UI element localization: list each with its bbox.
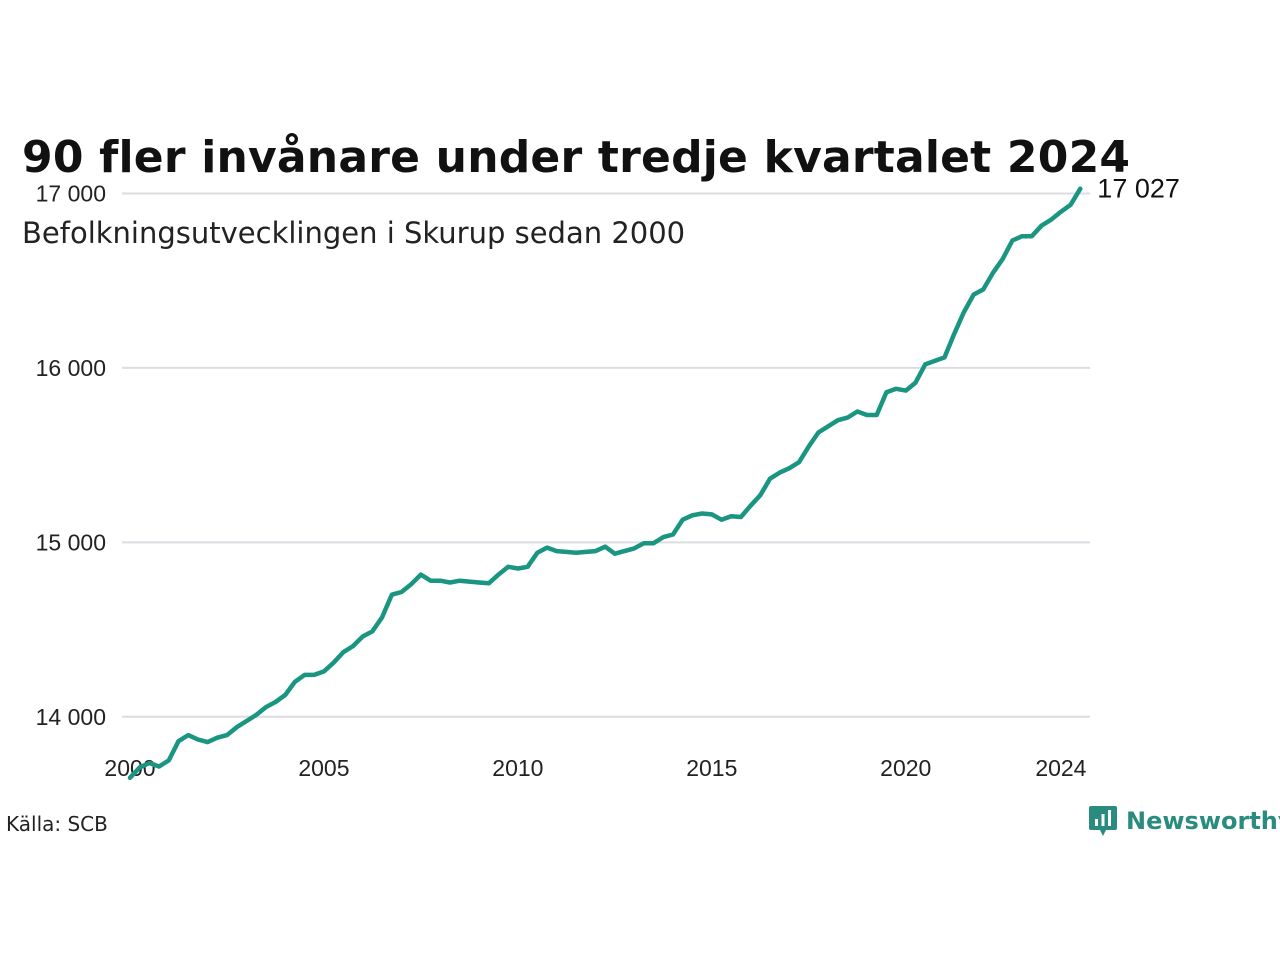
x-tick-label: 2005 [298,755,349,781]
end-value-label: 17 027 [1097,174,1180,204]
chart-subtitle: Befolkningsutvecklingen i Skurup sedan 2… [22,216,686,250]
brand-logo: Newsworthy [1088,804,1280,838]
y-tick-label: 15 000 [36,529,106,555]
grid-lines [122,192,1090,718]
y-tick-label: 17 000 [36,180,106,206]
y-axis-ticks: 14 000 15 000 16 000 17 000 [36,180,106,729]
x-tick-label: 2015 [686,755,737,781]
source-credit: Källa: SCB [6,812,108,836]
x-axis-ticks: 2000 2005 2010 2015 2020 2024 [104,755,1086,781]
chart-title: 90 fler invånare under tredje kvartalet … [22,132,1131,183]
x-tick-label: 2010 [492,755,543,781]
y-tick-label: 14 000 [36,704,106,730]
x-tick-label: 2020 [880,755,931,781]
brand-name: Newsworthy [1126,807,1280,835]
y-tick-label: 16 000 [36,355,106,381]
series-group [127,186,1083,781]
x-tick-label: 2024 [1035,755,1086,781]
series-line [127,186,1083,781]
newsworthy-icon [1089,806,1117,836]
